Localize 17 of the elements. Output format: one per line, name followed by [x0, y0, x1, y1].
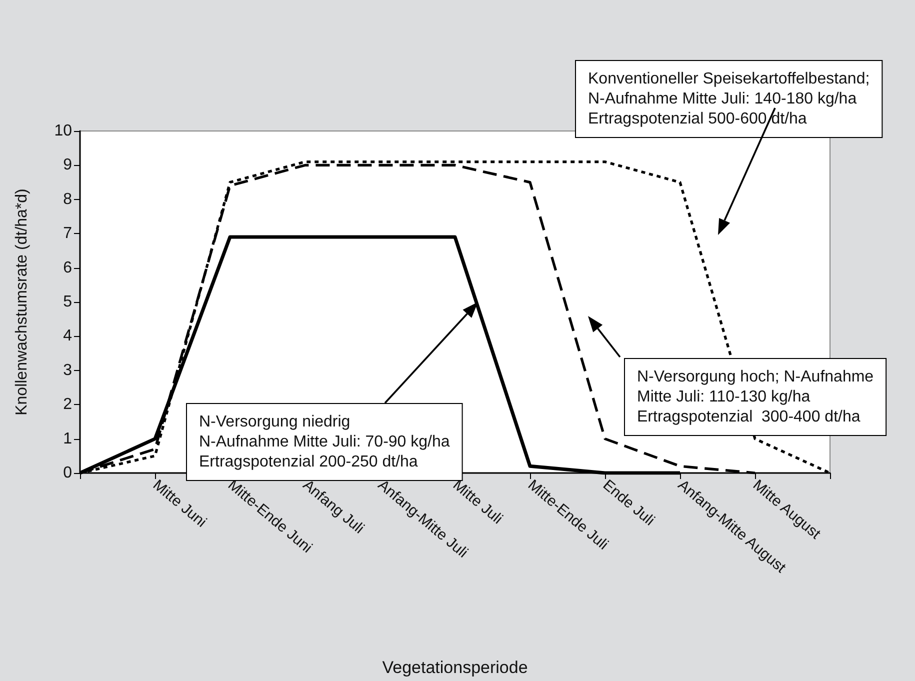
y-tick-label: 7 [63, 225, 72, 242]
y-tick-label: 10 [54, 122, 72, 140]
y-tick-label: 4 [63, 328, 72, 345]
y-tick-label: 1 [63, 430, 72, 448]
y-axis-title: Knollenwachstumsrate (dt/ha*d) [14, 188, 30, 416]
y-tick-label: 3 [63, 362, 72, 379]
y-tick-label: 5 [63, 294, 72, 310]
y-tick-label: 0 [63, 464, 72, 482]
y-tick-label: 2 [63, 396, 72, 414]
annotation: N-Versorgung niedrig N-Aufnahme Mitte Juli: 70-90 kg/ha Ertragspotenzial 200-250 dt/ha [199, 414, 450, 470]
x-tick-label: Mitte Juli [450, 476, 506, 528]
y-tick-label: 8 [63, 190, 72, 208]
x-axis-title: Vegetationsperiode [382, 658, 528, 677]
y-tick-label: 6 [63, 259, 72, 276]
annotation: N-Versorgung hoch; N-Aufnahme Mitte Juli: 110-130 kg/ha Ertragspotenzial 300-400 dt/ha [637, 368, 874, 426]
text: Konventioneller Speisekartoffelbestand; N-Aufnahme Mitte Juli: 140-180 kg/ha Ertragspotenzial 500-600 dt/ha [588, 70, 870, 128]
y-tick-label: 9 [63, 156, 72, 174]
